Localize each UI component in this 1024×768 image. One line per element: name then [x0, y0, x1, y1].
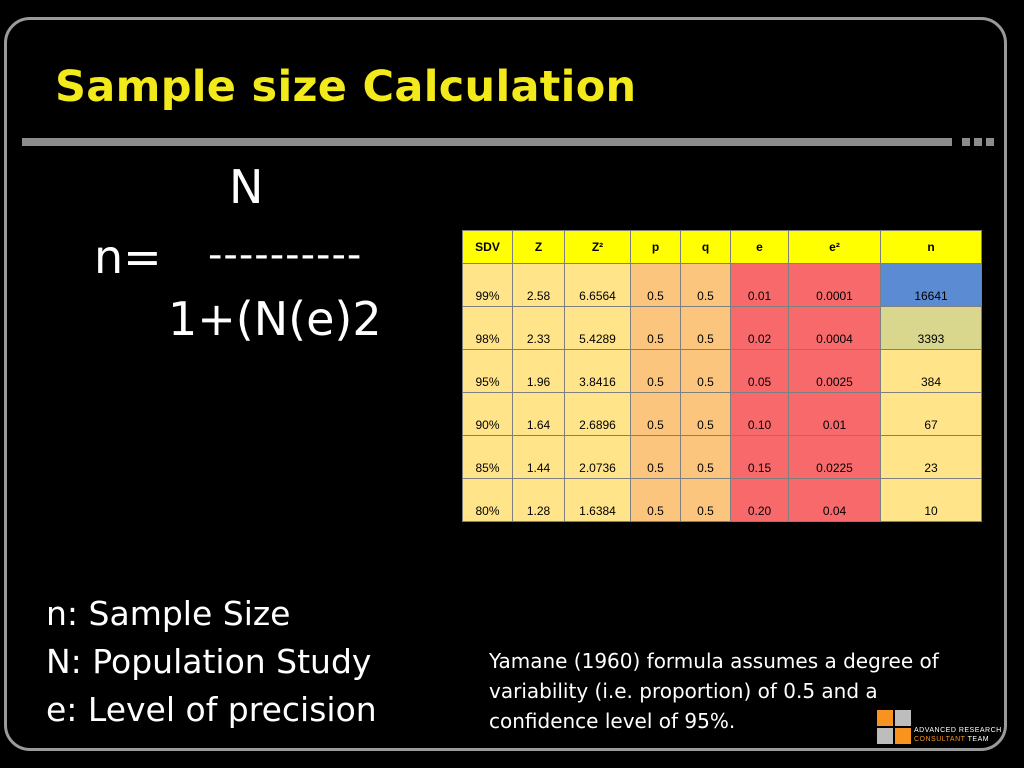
formula-numerator: N — [229, 160, 264, 214]
column-header-q: q — [680, 230, 731, 264]
company-logo: ADVANCED RESEARCH CONSULTANT TEAM — [877, 710, 1002, 744]
table-cell: 0.5 — [680, 349, 731, 393]
table-cell: 0.05 — [730, 349, 789, 393]
yamane-note: Yamane (1960) formula assumes a degree o… — [489, 649, 939, 733]
table-cell: 0.5 — [630, 263, 681, 307]
slide-frame — [4, 17, 1007, 751]
table-cell: 2.33 — [512, 306, 565, 350]
table-cell: 0.5 — [630, 478, 681, 522]
table-cell: 80% — [462, 478, 513, 522]
column-header-sdv: SDV — [462, 230, 513, 264]
table-row: 80% 1.28 1.6384 0.5 0.5 0.20 0.04 10 — [462, 478, 982, 522]
table-cell: 85% — [462, 435, 513, 479]
table-cell: 3.8416 — [564, 349, 631, 393]
table-cell: 3393 — [880, 306, 982, 350]
divider-dots — [962, 138, 994, 146]
table-cell: 0.5 — [630, 392, 681, 436]
table-row: 85% 1.44 2.0736 0.5 0.5 0.15 0.0225 23 — [462, 435, 982, 479]
table-cell: 0.5 — [630, 349, 681, 393]
table-cell: 0.0025 — [788, 349, 881, 393]
table-cell: 0.5 — [680, 263, 731, 307]
table-cell: 0.02 — [730, 306, 789, 350]
table-cell: 0.01 — [788, 392, 881, 436]
table-header-row: SDV Z Z² p q e e² n — [462, 230, 982, 264]
table-cell: 0.0225 — [788, 435, 881, 479]
divider-dot — [974, 138, 982, 146]
table-cell: 2.6896 — [564, 392, 631, 436]
table-cell: 0.5 — [680, 306, 731, 350]
table-cell: 6.6564 — [564, 263, 631, 307]
table-cell: 1.44 — [512, 435, 565, 479]
table-cell: 1.28 — [512, 478, 565, 522]
column-header-p: p — [630, 230, 681, 264]
table-cell: 90% — [462, 392, 513, 436]
divider-dot — [962, 138, 970, 146]
table-cell: 384 — [880, 349, 982, 393]
table-cell: 16641 — [880, 263, 982, 307]
table-cell: 1.96 — [512, 349, 565, 393]
table-cell: 0.0004 — [788, 306, 881, 350]
logo-line-2: CONSULTANT — [914, 736, 966, 743]
table-cell: 0.5 — [680, 392, 731, 436]
table-cell: 0.5 — [630, 435, 681, 479]
table-cell: 0.0001 — [788, 263, 881, 307]
table-cell: 98% — [462, 306, 513, 350]
formula-fraction-line: ---------- — [208, 232, 363, 278]
slide-title: Sample size Calculation — [55, 62, 637, 112]
table-cell: 0.20 — [730, 478, 789, 522]
table-cell: 23 — [880, 435, 982, 479]
table-cell: 1.64 — [512, 392, 565, 436]
table-cell: 0.15 — [730, 435, 789, 479]
table-cell: 5.4289 — [564, 306, 631, 350]
logo-mark-icon — [877, 710, 911, 744]
table-cell: 99% — [462, 263, 513, 307]
table-cell: 1.6384 — [564, 478, 631, 522]
table-cell: 2.0736 — [564, 435, 631, 479]
column-header-n: n — [880, 230, 982, 264]
logo-line-3: TEAM — [967, 736, 990, 743]
table-cell: 0.01 — [730, 263, 789, 307]
column-header-z-squared: Z² — [564, 230, 631, 264]
table-cell: 67 — [880, 392, 982, 436]
variable-legend: n: Sample Size N: Population Study e: Le… — [46, 590, 377, 734]
legend-precision: e: Level of precision — [46, 690, 377, 729]
legend-sample-size: n: Sample Size — [46, 594, 291, 633]
column-header-z: Z — [512, 230, 565, 264]
table-row: 95% 1.96 3.8416 0.5 0.5 0.05 0.0025 384 — [462, 349, 982, 393]
table-row: 99% 2.58 6.6564 0.5 0.5 0.01 0.0001 1664… — [462, 263, 982, 307]
sample-size-table: SDV Z Z² p q e e² n 99% 2.58 6.6564 0.5 … — [462, 230, 982, 522]
column-header-e-squared: e² — [788, 230, 881, 264]
formula-denominator: 1+(N(e)2 — [168, 292, 382, 346]
table-cell: 0.04 — [788, 478, 881, 522]
formula-lhs: n= — [94, 230, 162, 284]
table-cell: 10 — [880, 478, 982, 522]
table-cell: 0.10 — [730, 392, 789, 436]
column-header-e: e — [730, 230, 789, 264]
table-cell: 2.58 — [512, 263, 565, 307]
table-row: 98% 2.33 5.4289 0.5 0.5 0.02 0.0004 3393 — [462, 306, 982, 350]
table-cell: 0.5 — [630, 306, 681, 350]
table-cell: 0.5 — [680, 478, 731, 522]
title-divider — [22, 138, 952, 146]
table-cell: 0.5 — [680, 435, 731, 479]
logo-text: ADVANCED RESEARCH CONSULTANT TEAM — [914, 726, 1002, 744]
table-cell: 95% — [462, 349, 513, 393]
divider-dot — [986, 138, 994, 146]
logo-line-1: ADVANCED RESEARCH — [914, 727, 1002, 734]
table-row: 90% 1.64 2.6896 0.5 0.5 0.10 0.01 67 — [462, 392, 982, 436]
legend-population: N: Population Study — [46, 642, 372, 681]
